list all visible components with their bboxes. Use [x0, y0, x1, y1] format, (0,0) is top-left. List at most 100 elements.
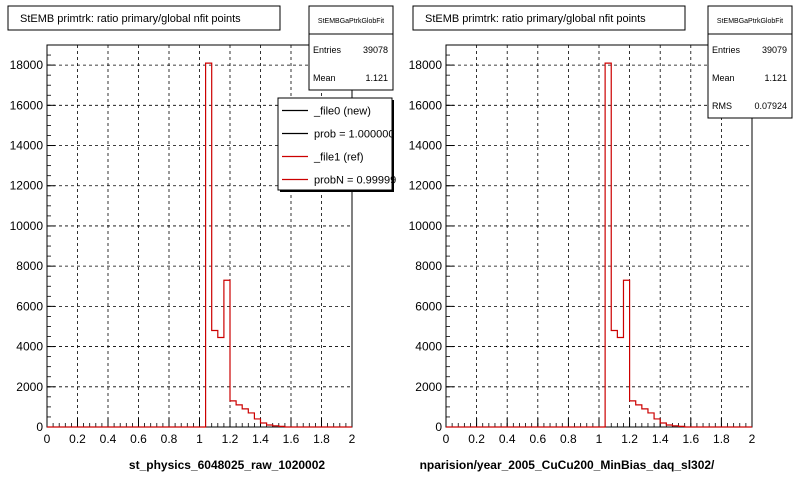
x-tick-label: 0.6 — [529, 432, 546, 446]
y-tick-label: 6000 — [415, 299, 442, 313]
legend-frame — [277, 97, 393, 191]
x-tick-label: 0.8 — [560, 432, 577, 446]
x-tick-label: 2 — [749, 432, 756, 446]
legend-label: probN = 0.99999 — [314, 175, 396, 187]
y-tick-label: 2000 — [415, 380, 442, 394]
histogram-bin — [623, 280, 629, 427]
histogram-bin — [660, 423, 666, 427]
histogram-line — [446, 62, 752, 428]
histogram-bin — [279, 426, 285, 427]
x-tick-label: 1.8 — [713, 432, 730, 446]
y-tick-label: 8000 — [16, 259, 43, 273]
histogram-title: StEMB primtrk: ratio primary/global nfit… — [20, 13, 241, 25]
stats-value: 39079 — [762, 45, 787, 55]
histogram-bin — [636, 405, 642, 427]
y-tick-label: 18000 — [10, 58, 44, 72]
stats-label: Mean — [712, 73, 735, 83]
y-tick-label: 18000 — [409, 58, 443, 72]
title-box — [7, 5, 281, 31]
x-tick-label: 0 — [443, 432, 450, 446]
stats-label: RMS — [712, 101, 732, 111]
stats-value: 1.121 — [764, 73, 787, 83]
histogram-bin — [617, 338, 623, 427]
y-tick-label: 4000 — [415, 340, 442, 354]
x-tick-label: 0.4 — [100, 432, 117, 446]
y-tick-label: 14000 — [409, 139, 443, 153]
y-tick-label: 8000 — [415, 259, 442, 273]
x-tick-label: 1.8 — [313, 432, 330, 446]
y-tick-label: 12000 — [10, 179, 44, 193]
stats-value: 1.121 — [365, 73, 388, 83]
histogram-bin — [679, 426, 685, 427]
histogram-bin — [224, 280, 230, 427]
histogram-bin — [242, 409, 248, 427]
legend-label: prob = 1.000000 — [314, 129, 394, 141]
histogram-bin — [206, 63, 212, 427]
histogram-bin — [666, 425, 672, 427]
histogram-bin — [236, 405, 242, 427]
stats-box: StEMBGaPtrkGlobFit Entries 39078 Mean 1.121 — [308, 5, 394, 91]
histogram-bin — [672, 426, 678, 427]
stats-frame — [707, 5, 793, 119]
legend-label: _file0 (new) — [313, 106, 371, 118]
stats-label: Entries — [712, 45, 741, 55]
x-tick-label: 1.2 — [621, 432, 638, 446]
stats-value: 0.07924 — [754, 101, 787, 111]
histogram-line — [47, 62, 352, 428]
x-tick-label: 1.2 — [222, 432, 239, 446]
histogram-bin — [261, 423, 267, 427]
plot-area: 0 2000 4000 6000 8000 10000 12000 14000 16000 180… — [409, 44, 756, 446]
x-tick-label: 0.4 — [499, 432, 516, 446]
y-tick-label: 16000 — [10, 98, 44, 112]
histogram-bin — [212, 330, 218, 427]
x-tick-label: 0.8 — [161, 432, 178, 446]
y-tick-label: 14000 — [10, 139, 44, 153]
x-tick-label: 0 — [44, 432, 51, 446]
left-panel: StEMB primtrk: ratio primary/global nfit… — [7, 5, 396, 472]
histogram-bin — [630, 401, 636, 427]
x-tick-label: 2 — [349, 432, 356, 446]
histogram-bin — [218, 338, 224, 427]
x-axis-label: st_physics_6048025_raw_1020002 — [129, 458, 325, 472]
y-tick-label: 6000 — [16, 299, 43, 313]
stats-name: StEMBGaPtrkGlobFit — [717, 18, 783, 25]
stats-value: 39078 — [363, 45, 388, 55]
x-tick-label: 0.2 — [468, 432, 485, 446]
histogram-bin — [248, 413, 254, 427]
right-panel: StEMB primtrk: ratio primary/global nfit… — [409, 5, 793, 472]
x-tick-label: 1.4 — [252, 432, 269, 446]
histogram-bin — [611, 330, 617, 427]
y-tick-label: 12000 — [409, 179, 443, 193]
stats-label: Mean — [313, 73, 336, 83]
y-tick-label: 10000 — [10, 219, 44, 233]
x-tick-label: 1 — [596, 432, 603, 446]
legend-label: _file1 (ref) — [313, 152, 364, 164]
title-box — [412, 5, 686, 31]
histogram-bin — [267, 425, 273, 427]
histogram-bin — [654, 419, 660, 427]
stats-frame — [308, 5, 394, 91]
legend-box: _file0 (new) prob = 1.000000 _file1 (ref) p… — [277, 97, 396, 192]
histogram-title: StEMB primtrk: ratio primary/global nfit… — [425, 13, 646, 25]
x-tick-label: 1.6 — [682, 432, 699, 446]
x-tick-label: 1.4 — [652, 432, 669, 446]
histogram-bin — [642, 409, 648, 427]
x-axis-label: nparision/year_2005_CuCu200_MinBias_daq_… — [420, 458, 715, 472]
histogram-bin — [648, 413, 654, 427]
stats-name: StEMBGaPtrkGlobFit — [318, 18, 384, 25]
stats-box: StEMBGaPtrkGlobFit Entries 39079 Mean 1.121 R… — [707, 5, 793, 119]
histogram-bin — [230, 401, 236, 427]
y-tick-label: 0 — [36, 420, 43, 434]
histogram-bin — [605, 63, 611, 427]
y-tick-label: 2000 — [16, 380, 43, 394]
x-tick-label: 0.6 — [130, 432, 147, 446]
x-tick-label: 1 — [196, 432, 203, 446]
y-tick-label: 10000 — [409, 219, 443, 233]
y-tick-label: 16000 — [409, 98, 443, 112]
stats-label: Entries — [313, 45, 342, 55]
x-tick-label: 0.2 — [69, 432, 86, 446]
histogram-bin — [273, 426, 279, 427]
x-tick-label: 1.6 — [283, 432, 300, 446]
histogram-bin — [254, 419, 260, 427]
